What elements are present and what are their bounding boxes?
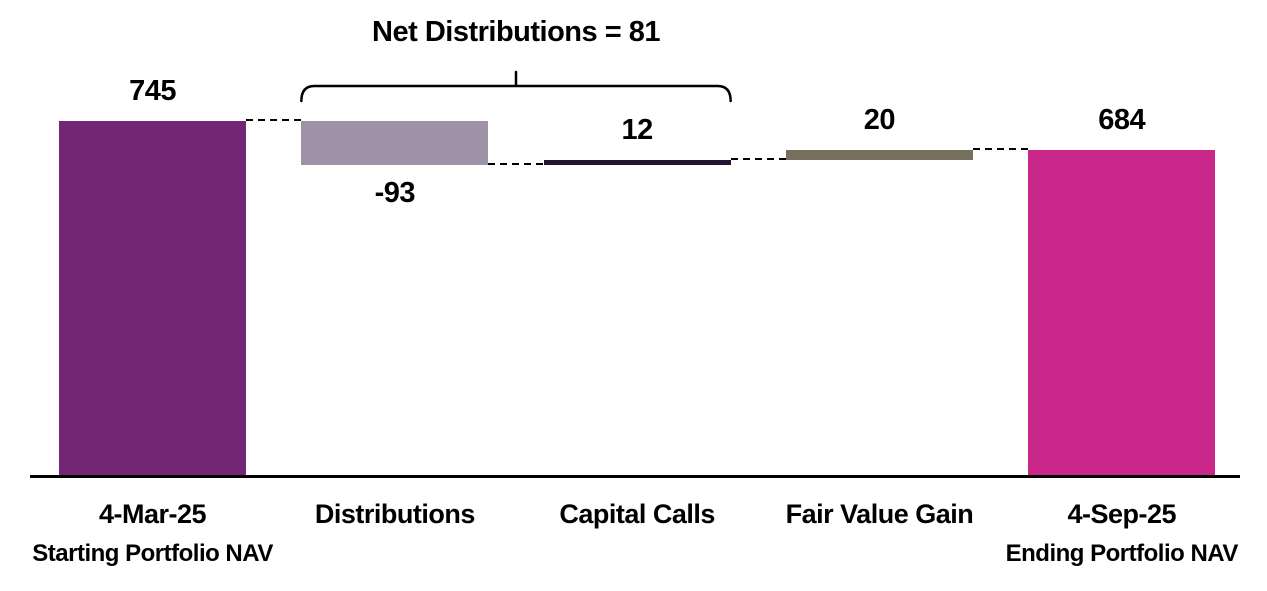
value-label-distributions: -93 [374, 177, 416, 210]
bar-capital-calls [543, 159, 731, 166]
x-axis-line [30, 475, 1240, 478]
net-distributions-label: Net Distributions = 81 [372, 16, 660, 48]
value-label-ending-nav: 684 [1098, 104, 1146, 137]
connector-fair-value-gain-to-ending-nav [972, 148, 1029, 151]
connector-capital-calls-to-fair-value-gain [730, 157, 786, 160]
bar-starting-nav [59, 121, 247, 477]
bar-distributions [301, 121, 489, 166]
category-label-fair-value-gain: Fair Value Gain [785, 499, 974, 529]
bar-ending-nav [1028, 150, 1216, 477]
category-label-capital-calls: Capital Calls [559, 499, 715, 529]
category-label-distributions: Distributions [314, 499, 476, 529]
value-label-starting-nav: 745 [129, 75, 176, 107]
connector-starting-nav-to-distributions [246, 119, 302, 121]
category-label-ending-nav: 4-Sep-25 [1067, 499, 1177, 529]
bar-fair-value-gain [785, 150, 973, 160]
value-label-capital-calls: 12 [621, 113, 654, 146]
category-label-starting-nav: 4-Mar-25 [99, 499, 207, 529]
value-label-fair-value-gain: 20 [863, 104, 896, 137]
connector-distributions-to-capital-calls [488, 163, 544, 166]
sub-label-starting-nav: Starting Portfolio NAV [32, 540, 273, 567]
sub-label-ending-nav: Ending Portfolio NAV [1005, 540, 1239, 567]
